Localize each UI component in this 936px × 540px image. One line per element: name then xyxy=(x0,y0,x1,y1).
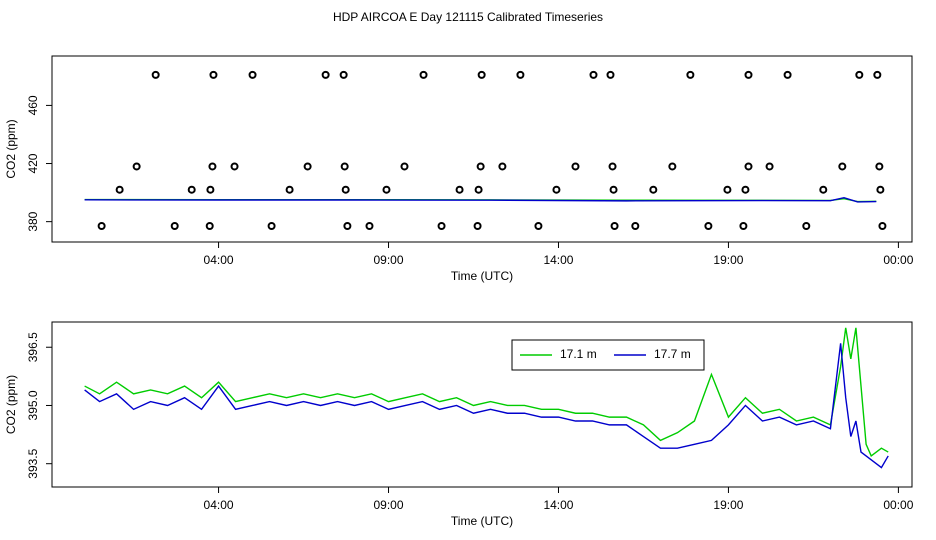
calibration-point xyxy=(498,162,507,171)
calibration-point xyxy=(631,222,640,231)
calibration-point xyxy=(365,222,374,231)
y-axis-title: CO2 (ppm) xyxy=(4,119,18,178)
calibration-point xyxy=(878,222,887,231)
calibration-point xyxy=(783,70,792,79)
calibration-point xyxy=(115,185,124,194)
calibration-point xyxy=(741,185,750,194)
calibration-point xyxy=(187,185,196,194)
calibration-point xyxy=(855,70,864,79)
calibration-point xyxy=(802,222,811,231)
x-tick-label: 00:00 xyxy=(883,498,913,512)
calibration-point xyxy=(875,162,884,171)
calibration-point xyxy=(455,185,464,194)
y-tick-label: 396.5 xyxy=(26,332,40,362)
calibration-point xyxy=(419,70,428,79)
calibration-point xyxy=(341,185,350,194)
calibration-point xyxy=(552,185,561,194)
calibration-point xyxy=(248,70,257,79)
x-axis-title: Time (UTC) xyxy=(451,269,513,283)
y-tick-label: 420 xyxy=(26,153,40,173)
calibration-point xyxy=(132,162,141,171)
y-tick-label: 395.0 xyxy=(26,390,40,420)
x-tick-label: 09:00 xyxy=(374,498,404,512)
calibration-point xyxy=(876,185,885,194)
calibration-point xyxy=(744,162,753,171)
series-line xyxy=(84,343,889,469)
calibration-point xyxy=(606,70,615,79)
calibration-point xyxy=(838,162,847,171)
calibration-point xyxy=(649,185,658,194)
calibration-point xyxy=(208,162,217,171)
legend-label: 17.7 m xyxy=(654,347,691,361)
calibration-point xyxy=(723,185,732,194)
plot-frame xyxy=(51,321,913,488)
calibration-point xyxy=(382,185,391,194)
calibration-point xyxy=(534,222,543,231)
legend: 17.1 m 17.7 m xyxy=(511,339,705,371)
series-line xyxy=(84,327,889,458)
calibration-point xyxy=(668,162,677,171)
y-tick-label: 380 xyxy=(26,211,40,231)
calibration-point xyxy=(610,222,619,231)
calibration-point xyxy=(303,162,312,171)
calibration-point xyxy=(321,70,330,79)
calibration-point xyxy=(97,222,106,231)
calibration-point xyxy=(609,185,618,194)
calibration-point xyxy=(571,162,580,171)
y-axis-title: CO2 (ppm) xyxy=(4,375,18,434)
x-tick-label: 19:00 xyxy=(713,253,743,267)
calibration-point xyxy=(339,70,348,79)
calibration-point xyxy=(516,70,525,79)
series-line xyxy=(84,196,877,203)
calibration-point xyxy=(477,70,486,79)
calibration-point xyxy=(686,70,695,79)
x-axis-title: Time (UTC) xyxy=(451,514,513,528)
chart-title: HDP AIRCOA E Day 121115 Calibrated Times… xyxy=(333,10,603,24)
y-tick-label: 393.5 xyxy=(26,448,40,478)
calibration-point xyxy=(473,222,482,231)
calibration-point xyxy=(474,185,483,194)
calibration-point xyxy=(437,222,446,231)
x-tick-label: 19:00 xyxy=(713,498,743,512)
calibration-point xyxy=(206,185,215,194)
calibration-point xyxy=(230,162,239,171)
legend-box xyxy=(511,339,705,371)
calibration-point xyxy=(873,70,882,79)
calibration-point xyxy=(285,185,294,194)
x-tick-label: 00:00 xyxy=(883,253,913,267)
calibration-point xyxy=(744,70,753,79)
x-tick-label: 04:00 xyxy=(204,498,234,512)
calibration-point xyxy=(205,222,214,231)
calibration-point xyxy=(476,162,485,171)
calibration-point xyxy=(739,222,748,231)
calibration-point xyxy=(170,222,179,231)
calibration-point xyxy=(343,222,352,231)
calibration-point xyxy=(819,185,828,194)
calibration-point xyxy=(340,162,349,171)
calibration-point xyxy=(589,70,598,79)
y-tick-label: 460 xyxy=(26,95,40,115)
calibration-point xyxy=(608,162,617,171)
x-tick-label: 14:00 xyxy=(543,498,573,512)
x-tick-label: 04:00 xyxy=(204,253,234,267)
calibration-point xyxy=(267,222,276,231)
legend-label: 17.1 m xyxy=(560,347,597,361)
plot-frame xyxy=(51,55,913,243)
calibration-point xyxy=(765,162,774,171)
calibration-point xyxy=(151,70,160,79)
x-tick-label: 14:00 xyxy=(543,253,573,267)
calibration-point xyxy=(704,222,713,231)
x-tick-label: 09:00 xyxy=(374,253,404,267)
calibration-point xyxy=(400,162,409,171)
calibration-point xyxy=(209,70,218,79)
